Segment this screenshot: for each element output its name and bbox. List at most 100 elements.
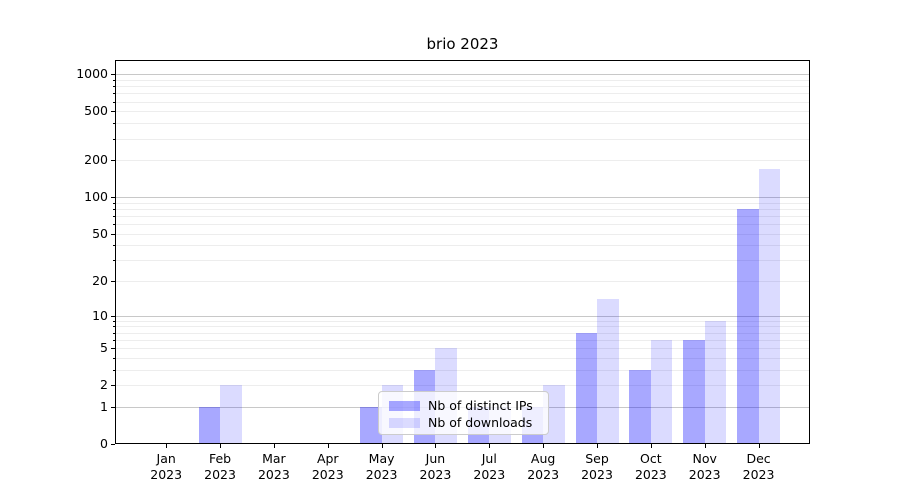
gridline-minor (115, 348, 810, 350)
x-tick-month: Jul (481, 451, 497, 466)
gridline-major (115, 74, 810, 76)
gridline-minor (115, 111, 810, 113)
x-tick-year: 2023 (742, 467, 775, 482)
gridline-minor (115, 224, 810, 226)
legend-label-downloads: Nb of downloads (428, 415, 533, 430)
x-tick-month: Dec (746, 451, 771, 466)
bar-distinct-ips-may (360, 406, 382, 444)
y-minor-tick (113, 123, 115, 125)
x-tick-year: 2023 (257, 467, 290, 482)
x-tick-label: Nov 2023 (677, 451, 733, 483)
y-tick (111, 281, 115, 283)
bar-distinct-ips-sep (575, 332, 597, 444)
y-minor-tick (113, 369, 115, 371)
y-tick-label: 1 (100, 398, 108, 414)
bar-distinct-ips-nov (683, 339, 705, 444)
bar-distinct-ips-dec (737, 208, 759, 444)
gridline-minor (115, 123, 810, 125)
x-tick-label: Sep 2023 (569, 451, 625, 483)
legend-swatch-downloads (389, 417, 420, 428)
y-tick-label: 0 (100, 436, 108, 451)
y-minor-tick (113, 332, 115, 334)
gridline-minor (115, 369, 810, 371)
y-tick-label: 100 (84, 189, 108, 205)
bar-downloads-sep (597, 299, 619, 444)
gridline-minor (115, 233, 810, 235)
gridline-minor (115, 160, 810, 162)
x-tick (220, 444, 222, 448)
y-tick-label: 200 (84, 152, 108, 168)
legend-row-distinct-ips: Nb of distinct IPs (389, 397, 540, 414)
legend: Nb of distinct IPs Nb of downloads (378, 391, 549, 435)
x-tick-year: 2023 (688, 467, 721, 482)
bar-downloads-feb (220, 385, 242, 444)
bar-distinct-ips-feb (198, 406, 221, 444)
bar-downloads-dec (758, 168, 781, 444)
x-tick-year: 2023 (419, 467, 452, 482)
bar-downloads-nov (704, 320, 727, 444)
gridline-minor (115, 326, 810, 328)
y-tick (111, 74, 115, 76)
x-tick-label: Jul 2023 (461, 451, 517, 483)
y-tick-label: 2 (100, 377, 108, 393)
x-tick-year: 2023 (527, 467, 560, 482)
gridline-minor (115, 202, 810, 204)
x-tick (543, 444, 545, 448)
y-tick (111, 160, 115, 162)
x-tick (381, 444, 383, 448)
x-tick-month: Aug (530, 451, 556, 466)
gridline-minor (115, 215, 810, 217)
x-tick-month: Jan (156, 451, 176, 466)
y-minor-tick (113, 202, 115, 204)
gridline-minor (115, 320, 810, 322)
x-tick (327, 444, 329, 448)
x-tick (489, 444, 491, 448)
x-tick-month: Jun (425, 451, 446, 466)
x-tick (758, 444, 760, 448)
legend-row-downloads: Nb of downloads (389, 414, 540, 431)
x-tick-month: May (368, 451, 395, 466)
y-tick (111, 233, 115, 235)
gridline-minor (115, 332, 810, 334)
y-tick-label: 5 (100, 340, 108, 356)
gridline-major (115, 197, 810, 199)
y-tick (111, 315, 115, 317)
y-minor-tick (113, 326, 115, 328)
y-tick-label: 50 (92, 225, 108, 241)
y-minor-tick (113, 86, 115, 88)
y-minor-tick (113, 260, 115, 262)
y-tick (111, 444, 115, 445)
y-tick (111, 111, 115, 113)
x-tick (166, 444, 168, 448)
gridline-minor (115, 79, 810, 81)
y-minor-tick (113, 224, 115, 226)
gridline-major (115, 315, 810, 317)
x-tick-label: Feb 2023 (192, 451, 248, 483)
x-tick-label: Oct 2023 (623, 451, 679, 483)
gridline-minor (115, 357, 810, 359)
gridline-minor (115, 281, 810, 283)
y-tick-label: 1000 (76, 66, 108, 82)
y-tick (111, 197, 115, 199)
x-tick-label: Aug 2023 (515, 451, 571, 483)
x-tick-year: 2023 (311, 467, 344, 482)
x-tick (273, 444, 275, 448)
y-minor-tick (113, 320, 115, 322)
gridline-minor (115, 260, 810, 262)
x-tick-year: 2023 (473, 467, 506, 482)
y-tick-label: 10 (92, 307, 108, 323)
y-minor-tick (113, 245, 115, 247)
legend-swatch-distinct-ips (389, 400, 420, 411)
x-tick-month: Oct (640, 451, 662, 466)
bar-downloads-oct (650, 339, 673, 444)
x-tick-label: Jan 2023 (138, 451, 194, 483)
y-tick (111, 385, 115, 387)
y-minor-tick (113, 79, 115, 81)
x-tick-label: May 2023 (354, 451, 410, 483)
x-tick-month: Sep (585, 451, 609, 466)
x-tick (597, 444, 598, 448)
x-tick-label: Mar 2023 (246, 451, 302, 483)
gridline-minor (115, 208, 810, 210)
x-tick-year: 2023 (204, 467, 236, 482)
